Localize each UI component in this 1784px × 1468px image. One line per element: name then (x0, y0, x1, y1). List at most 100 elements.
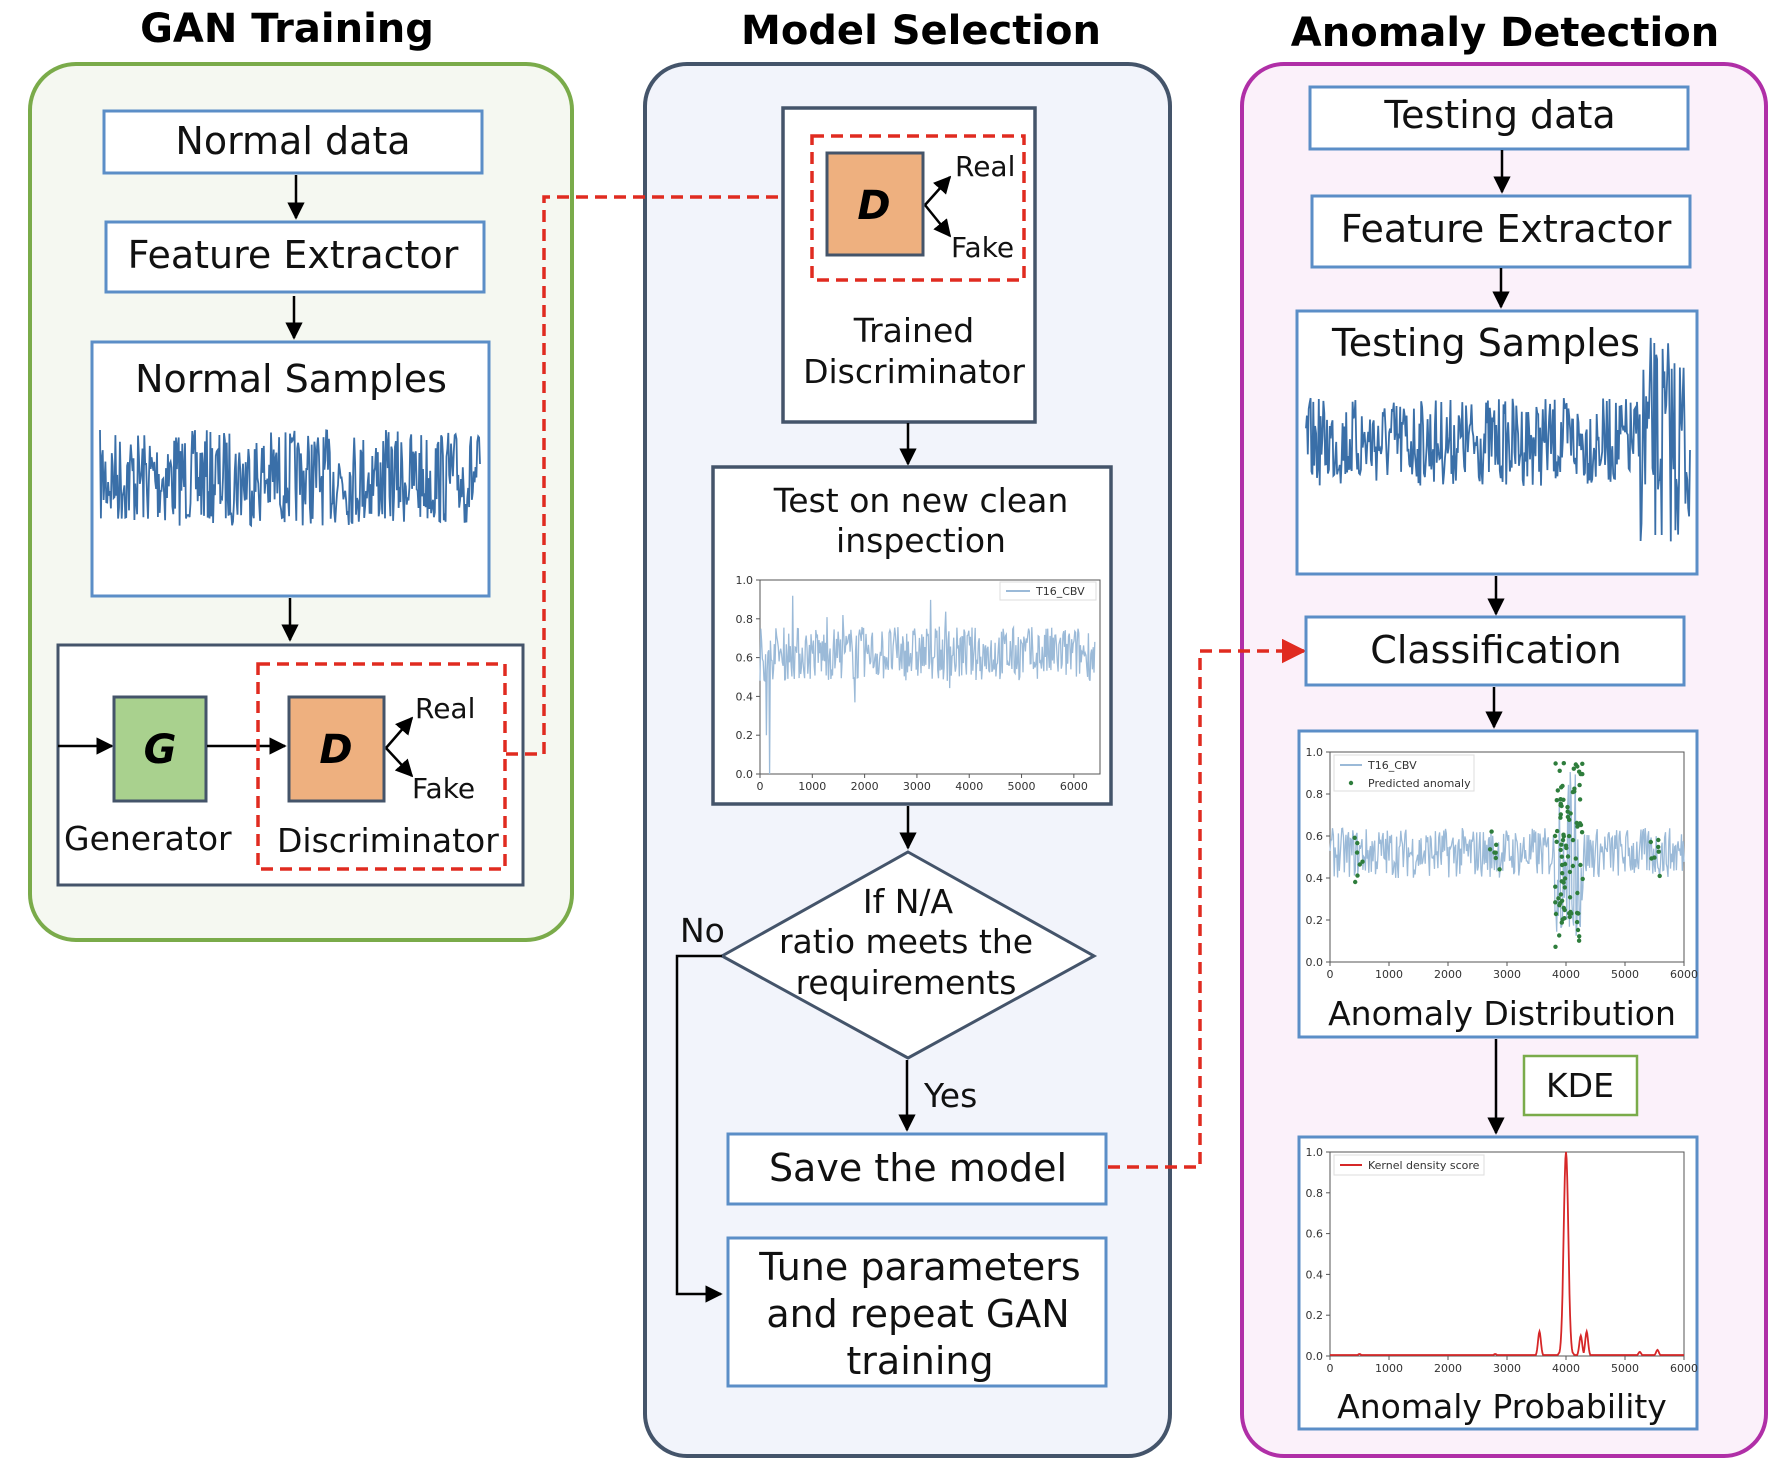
distribution-chart-anomaly-point (1577, 769, 1582, 774)
distribution-chart-anomaly-point (1553, 900, 1558, 905)
distribution-chart-anomaly-point (1567, 911, 1572, 916)
anomaly-probability-label: Anomaly Probability (1337, 1387, 1667, 1426)
yes-label: Yes (923, 1076, 977, 1115)
test-chart-x-tick-label: 5000 (1008, 780, 1036, 793)
test-chart-legend: T16_CBV (999, 581, 1097, 601)
distribution-chart-anomaly-point (1554, 798, 1560, 803)
distribution-chart-anomaly-point (1493, 855, 1499, 861)
distribution-chart-anomaly-point (1556, 896, 1561, 901)
distribution-chart-anomaly-point (1561, 761, 1567, 766)
test-chart-y-tick-label: 1.0 (736, 574, 754, 587)
distribution-chart-anomaly-point (1558, 812, 1564, 817)
distribution-chart-anomaly-point (1560, 783, 1565, 789)
distribution-chart-anomaly-point (1563, 843, 1569, 848)
probability-chart-x-tick-label: 5000 (1611, 1362, 1639, 1375)
distribution-chart-anomaly-point (1559, 854, 1565, 859)
distribution-chart-anomaly-point (1577, 797, 1583, 802)
classification-box: Classification (1304, 615, 1686, 687)
distribution-chart-anomaly-point (1489, 829, 1494, 834)
test-chart-legend-box (999, 581, 1097, 601)
decision-line1: If N/A (863, 882, 954, 921)
distribution-chart-anomaly-point (1557, 768, 1562, 773)
distribution-chart-anomaly-point (1555, 828, 1560, 834)
test-chart-y-tick-label: 0.2 (736, 729, 754, 742)
kde-label: KDE (1546, 1066, 1614, 1105)
trained-arrow-fake (924, 204, 952, 238)
distribution-chart-anomaly-point (1570, 863, 1576, 869)
decision-line3: requirements (796, 963, 1017, 1002)
tune-line2: and repeat GAN (766, 1292, 1069, 1336)
distribution-chart-anomaly-point (1357, 862, 1363, 867)
distribution-chart-anomaly-point (1565, 854, 1571, 859)
distribution-chart-anomaly-point (1578, 862, 1583, 868)
distribution-chart-anomaly-point (1570, 837, 1576, 843)
distribution-chart-anomaly-point (1559, 842, 1564, 847)
distribution-chart-anomaly-point (1565, 804, 1570, 810)
distribution-chart: 0 1000 2000 3000 4000 5000 6000 0.0 0.2 0.4 0.6 0.8… (1306, 746, 1699, 981)
test-chart-x-tick-label: 0 (757, 780, 764, 793)
test-chart-x-tick-label: 4000 (955, 780, 983, 793)
probability-chart-y-tick-label: 0.6 (1306, 1228, 1324, 1241)
distribution-chart-anomaly-point (1657, 873, 1662, 879)
probability-chart-x-tick-label: 6000 (1670, 1362, 1698, 1375)
trained-fake-label: Fake (951, 231, 1014, 264)
distribution-chart-anomaly-point (1497, 867, 1502, 872)
distribution-chart-anomaly-point (1360, 859, 1365, 864)
distribution-chart-anomaly-point (1656, 849, 1661, 854)
probability-chart-y-tick-label: 0.4 (1306, 1268, 1324, 1281)
distribution-chart-anomaly-point (1574, 820, 1579, 826)
probability-chart-series-kde (1330, 1151, 1684, 1356)
arrow-fake (385, 747, 414, 778)
gan-discriminator-node (287, 695, 386, 803)
distribution-chart-x-tick-label: 6000 (1670, 968, 1698, 981)
generator-letter: G (144, 727, 177, 773)
test-chart-x-tick-label: 3000 (903, 780, 931, 793)
distribution-chart-anomaly-point (1494, 842, 1499, 847)
link-save-to-classification (1108, 638, 1307, 1169)
kde-box: KDE (1522, 1054, 1639, 1117)
trained-discriminator-box: D Real Fake Trained Discriminator (781, 106, 1037, 424)
distribution-chart-anomaly-point (1561, 832, 1566, 837)
distribution-chart-y-tick-label: 0.2 (1306, 914, 1324, 927)
distribution-chart-anomaly-point (1559, 879, 1565, 884)
test-chart-legend-label: T16_CBV (1035, 585, 1085, 598)
test-chart-y-tick-label: 0.4 (736, 690, 754, 703)
gan-feature-extractor-box: Feature Extractor (104, 220, 486, 294)
trained-real-label: Real (955, 150, 1015, 183)
distribution-chart-anomaly-point (1557, 903, 1562, 908)
normal-samples-label: Normal Samples (135, 357, 447, 401)
anomaly-distribution-box: 0 1000 2000 3000 4000 5000 6000 0.0 0.2 0.4 0.6 0.8… (1297, 729, 1699, 1039)
generator-label: Generator (64, 819, 232, 858)
distribution-chart-anomaly-point (1576, 938, 1582, 943)
decision-node: If N/A ratio meets the requirements (718, 850, 1098, 1060)
normal-samples-box: Normal Samples (90, 340, 491, 598)
distribution-chart-anomaly-point (1553, 911, 1559, 917)
gan-fake-label: Fake (412, 772, 475, 805)
distribution-chart-x-tick-label: 0 (1327, 968, 1334, 981)
test-chart-x-tick-label: 2000 (851, 780, 879, 793)
distribution-chart-anomaly-point (1553, 761, 1558, 766)
distribution-chart-anomaly-point (1571, 766, 1577, 771)
distribution-chart-anomaly-point (1567, 914, 1573, 920)
test-chart-y-tick-label: 0.0 (736, 768, 754, 781)
probability-chart-x-tick-label: 0 (1327, 1362, 1334, 1375)
distribution-chart-anomaly-point (1559, 803, 1564, 809)
distribution-chart-y-tick-label: 0.4 (1306, 872, 1324, 885)
testing-data-label: Testing data (1383, 93, 1615, 137)
probability-chart: 0 1000 2000 3000 4000 5000 6000 0.0 0.2 0.4 0.6 0.8… (1306, 1146, 1699, 1375)
normal-samples-signal (99, 429, 481, 528)
arrow-real (385, 716, 414, 749)
trained-discriminator-node (825, 151, 925, 257)
distribution-chart-anomaly-point (1562, 876, 1568, 881)
test-chart-series-t16-cbv (759, 595, 1096, 775)
distribution-chart-anomaly-point (1656, 844, 1661, 850)
probability-chart-x-tick-label: 1000 (1375, 1362, 1403, 1375)
distribution-chart-anomaly-point (1572, 786, 1577, 791)
distribution-chart-anomaly-point (1562, 907, 1567, 913)
decision-line2: ratio meets the (779, 922, 1033, 961)
tune-parameters-box: Tune parameters and repeat GAN training (726, 1236, 1108, 1388)
distribution-chart-anomaly-point (1558, 892, 1564, 897)
distribution-chart-anomaly-point (1554, 839, 1559, 844)
distribution-chart-anomaly-point (1575, 890, 1580, 896)
no-label: No (680, 911, 725, 950)
